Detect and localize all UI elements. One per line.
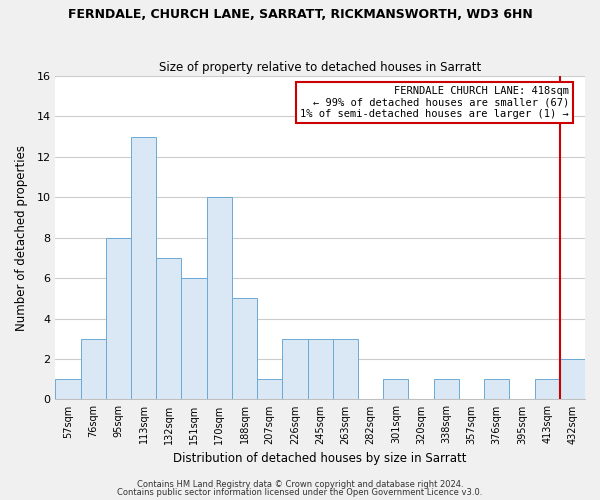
Bar	[383, 379, 409, 400]
Bar	[232, 298, 257, 400]
Text: FERNDALE, CHURCH LANE, SARRATT, RICKMANSWORTH, WD3 6HN: FERNDALE, CHURCH LANE, SARRATT, RICKMANS…	[68, 8, 532, 20]
Bar	[206, 198, 232, 400]
Bar	[80, 339, 106, 400]
Bar	[257, 379, 283, 400]
Bar	[333, 339, 358, 400]
Bar	[156, 258, 181, 400]
Bar	[283, 339, 308, 400]
X-axis label: Distribution of detached houses by size in Sarratt: Distribution of detached houses by size …	[173, 452, 467, 465]
Y-axis label: Number of detached properties: Number of detached properties	[15, 144, 28, 330]
Text: Contains public sector information licensed under the Open Government Licence v3: Contains public sector information licen…	[118, 488, 482, 497]
Bar	[535, 379, 560, 400]
Text: FERNDALE CHURCH LANE: 418sqm
← 99% of detached houses are smaller (67)
1% of sem: FERNDALE CHURCH LANE: 418sqm ← 99% of de…	[301, 86, 569, 119]
Bar	[434, 379, 459, 400]
Bar	[106, 238, 131, 400]
Bar	[308, 339, 333, 400]
Bar	[55, 379, 80, 400]
Bar	[560, 359, 585, 400]
Text: Contains HM Land Registry data © Crown copyright and database right 2024.: Contains HM Land Registry data © Crown c…	[137, 480, 463, 489]
Bar	[131, 136, 156, 400]
Bar	[181, 278, 206, 400]
Bar	[484, 379, 509, 400]
Title: Size of property relative to detached houses in Sarratt: Size of property relative to detached ho…	[159, 60, 481, 74]
